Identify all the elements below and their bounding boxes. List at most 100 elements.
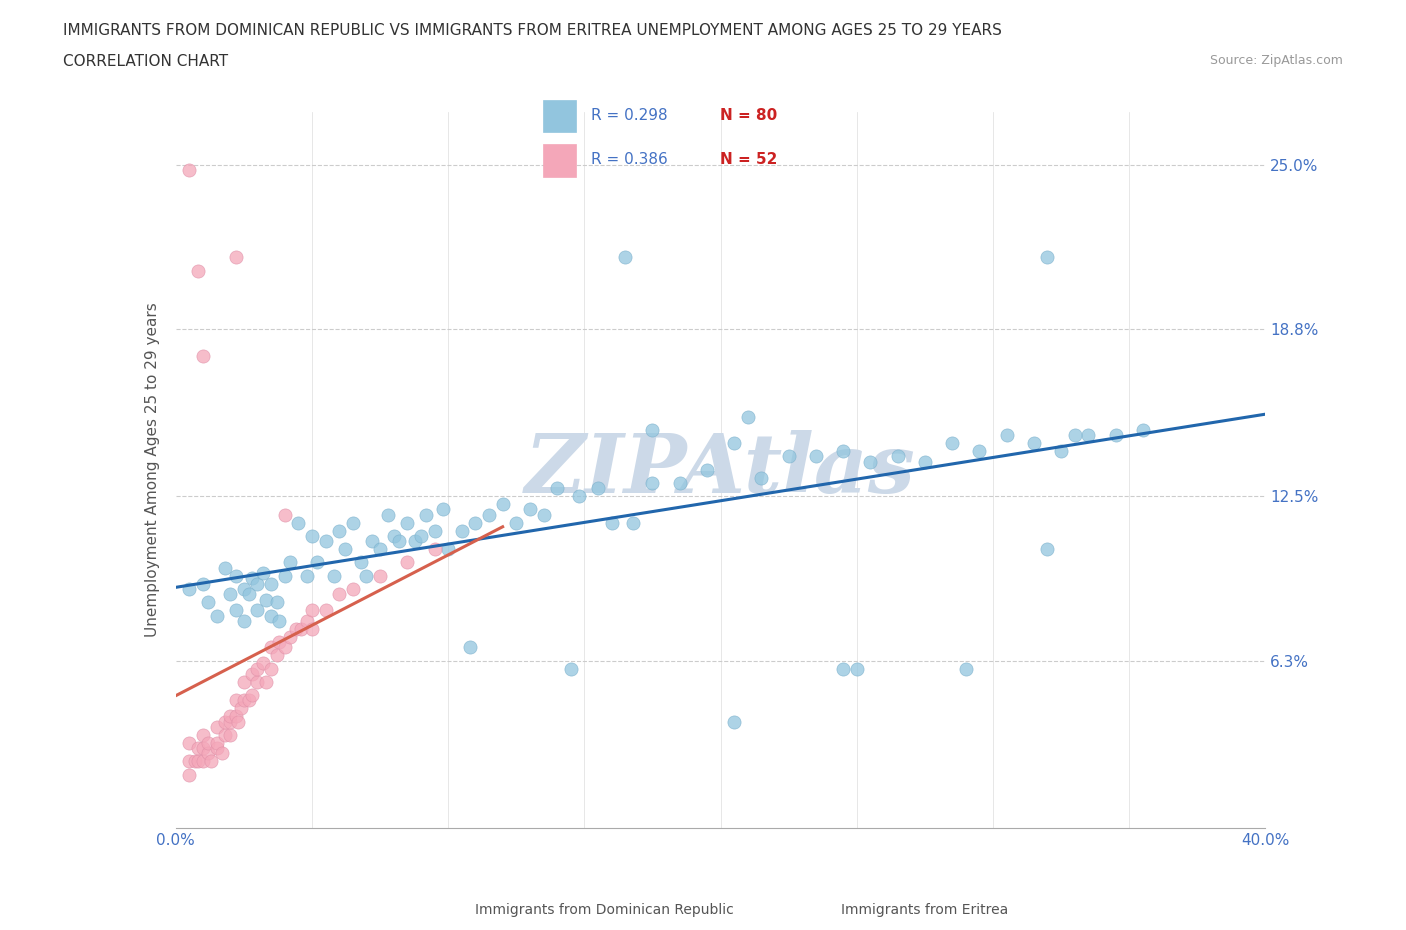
Point <box>560 661 582 676</box>
Text: Source: ZipAtlas.com: Source: ZipAtlas.com <box>1209 54 1343 67</box>
Point <box>301 528 323 543</box>
Point <box>205 736 228 751</box>
Point <box>519 502 541 517</box>
Point <box>191 740 214 755</box>
Point <box>458 640 481 655</box>
Point <box>290 621 312 636</box>
Point <box>614 250 637 265</box>
Point <box>219 727 242 742</box>
Point <box>1104 428 1126 443</box>
Point <box>240 571 263 586</box>
Point <box>505 515 527 530</box>
Point <box>396 555 419 570</box>
Point <box>295 568 318 583</box>
Point <box>191 727 214 742</box>
Point <box>621 515 644 530</box>
Point <box>219 714 242 729</box>
Point <box>368 568 391 583</box>
Point <box>274 640 297 655</box>
Point <box>1077 428 1099 443</box>
Point <box>1132 422 1154 437</box>
Point <box>254 674 277 689</box>
Point <box>179 736 201 751</box>
Point <box>179 581 201 596</box>
Point <box>240 687 263 702</box>
Point <box>600 515 623 530</box>
Point <box>641 475 664 490</box>
Point <box>423 524 446 538</box>
Point <box>240 667 263 682</box>
Point <box>342 515 364 530</box>
Text: N = 52: N = 52 <box>720 153 778 167</box>
Point <box>225 603 247 618</box>
Point <box>252 565 274 580</box>
Point <box>278 555 301 570</box>
Point <box>225 709 247 724</box>
Point <box>197 595 219 610</box>
Point <box>274 507 297 522</box>
Point <box>200 754 222 769</box>
Point <box>266 595 288 610</box>
Point <box>859 454 882 469</box>
Point <box>641 422 664 437</box>
Point <box>1050 444 1073 458</box>
Point <box>568 489 591 504</box>
Point <box>231 701 253 716</box>
Point <box>478 507 501 522</box>
Point <box>1022 435 1045 450</box>
Point <box>246 661 269 676</box>
Point <box>232 674 254 689</box>
Point <box>186 754 209 769</box>
Text: CORRELATION CHART: CORRELATION CHART <box>63 54 228 69</box>
Point <box>301 603 323 618</box>
Point <box>969 444 991 458</box>
Text: Immigrants from Dominican Republic: Immigrants from Dominican Republic <box>475 902 734 917</box>
Point <box>914 454 936 469</box>
Point <box>246 577 269 591</box>
Point <box>284 621 307 636</box>
Point <box>184 754 207 769</box>
Point <box>295 614 318 629</box>
Point <box>186 263 209 278</box>
Point <box>266 648 288 663</box>
Point <box>778 449 800 464</box>
Point <box>307 555 329 570</box>
Point <box>492 497 515 512</box>
Point <box>1036 542 1059 557</box>
Point <box>269 614 291 629</box>
Point <box>260 640 283 655</box>
Point <box>723 435 745 450</box>
Point <box>409 528 432 543</box>
Point <box>191 577 214 591</box>
Point <box>804 449 827 464</box>
Point <box>225 250 247 265</box>
Point <box>955 661 977 676</box>
Point <box>832 661 855 676</box>
Point <box>191 754 214 769</box>
Point <box>238 693 260 708</box>
Point <box>179 163 201 178</box>
Point <box>219 587 242 602</box>
Point <box>423 542 446 557</box>
Text: IMMIGRANTS FROM DOMINICAN REPUBLIC VS IMMIGRANTS FROM ERITREA UNEMPLOYMENT AMONG: IMMIGRANTS FROM DOMINICAN REPUBLIC VS IM… <box>63 23 1002 38</box>
Point <box>191 348 214 363</box>
Point <box>315 603 337 618</box>
Point <box>450 524 472 538</box>
Point <box>751 471 773 485</box>
Point <box>356 568 378 583</box>
Point <box>328 524 350 538</box>
Point <box>269 634 291 649</box>
Point <box>274 568 297 583</box>
Point <box>941 435 963 450</box>
Point <box>225 693 247 708</box>
Point <box>246 603 269 618</box>
Point <box>278 630 301 644</box>
Point <box>186 740 209 755</box>
Point <box>737 409 759 424</box>
Point <box>179 754 201 769</box>
Point <box>1036 250 1059 265</box>
Point <box>214 727 236 742</box>
Text: N = 80: N = 80 <box>720 108 778 123</box>
Point <box>254 592 277 607</box>
Point <box>415 507 437 522</box>
